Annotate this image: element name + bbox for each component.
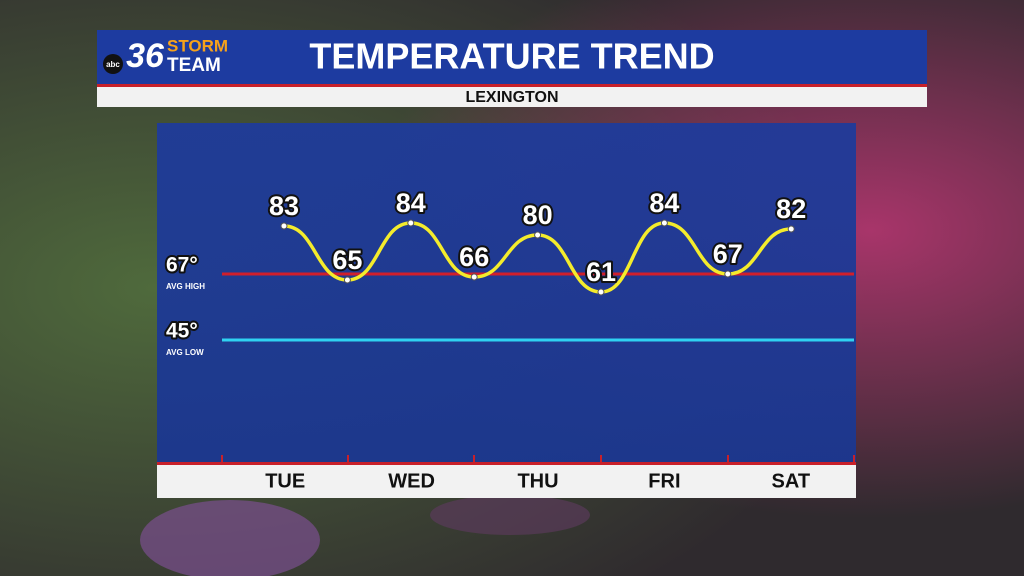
temperature-label: 80 — [523, 200, 553, 230]
header-bar — [97, 30, 927, 85]
logo-line1: STORM — [167, 36, 228, 55]
avg_high-caption: AVG HIGH — [166, 282, 205, 291]
header-stripe — [97, 84, 927, 87]
day-label: FRI — [648, 470, 680, 492]
temperature-label: 83 — [269, 191, 299, 221]
flower — [140, 500, 320, 576]
axis-band — [157, 465, 856, 498]
chart-panel — [157, 123, 856, 464]
logo-badge — [103, 54, 123, 74]
avg_high-label: 67° — [166, 254, 198, 277]
logo-line2: TEAM — [167, 55, 221, 76]
avg_low-label: 45° — [166, 320, 198, 343]
temperature-point — [343, 276, 351, 284]
temperature-point — [660, 219, 668, 227]
day-label: TUE — [265, 470, 305, 492]
temperature-label: 61 — [586, 257, 616, 287]
day-label: THU — [517, 470, 558, 492]
axis-stripe — [157, 462, 856, 465]
temperature-point — [534, 231, 542, 239]
subheader-bar — [97, 87, 927, 107]
temperature-label: 84 — [649, 188, 679, 218]
subtitle: LEXINGTON — [465, 89, 558, 106]
temperature-point — [787, 225, 795, 233]
temperature-label: 66 — [459, 242, 489, 272]
temperature-point — [597, 288, 605, 296]
temperature-point — [724, 270, 732, 278]
temperature-label: 82 — [776, 194, 806, 224]
temperature-point — [280, 222, 288, 230]
title: TEMPERATURE TREND — [309, 36, 714, 77]
day-label: SAT — [772, 470, 811, 492]
flower — [430, 495, 590, 535]
logo-number: 36 — [126, 37, 165, 75]
temperature-point — [470, 273, 478, 281]
temperature-label: 84 — [396, 188, 426, 218]
day-label: WED — [388, 470, 435, 492]
temperature-point — [407, 219, 415, 227]
logo-network: abc — [106, 60, 120, 69]
temperature-label: 65 — [332, 245, 362, 275]
avg_low-caption: AVG LOW — [166, 348, 204, 357]
day-dividers — [221, 455, 855, 465]
temperature-label: 67 — [713, 239, 743, 269]
